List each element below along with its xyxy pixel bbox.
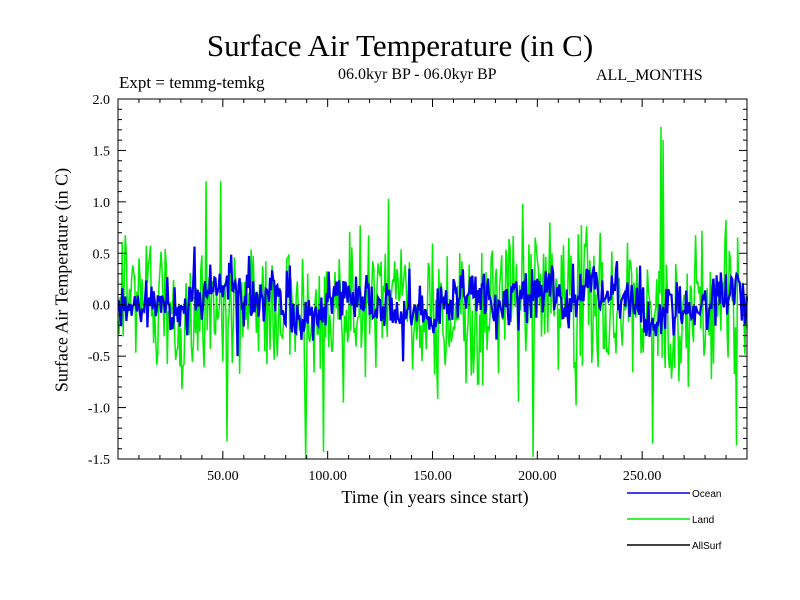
legend-label-ocean: Ocean: [692, 489, 721, 500]
x-tick-label: 100.00: [308, 469, 347, 484]
experiment-label: Expt = temmg-temkg: [119, 73, 265, 92]
months-label: ALL_MONTHS: [596, 67, 703, 84]
y-tick-label: 2.0: [93, 93, 111, 108]
x-tick-label: 200.00: [518, 469, 557, 484]
y-tick-label: -0.5: [88, 350, 110, 365]
tick-labels: 50.00 100.00 150.00 200.00 250.00 -1.5 -1.0 -0.…: [88, 93, 662, 484]
y-tick-label: 0.5: [93, 247, 111, 262]
y-tick-label: -1.0: [88, 402, 110, 417]
legend-label-land: Land: [692, 515, 714, 526]
y-tick-label: 1.5: [93, 144, 111, 159]
x-tick-label: 50.00: [207, 469, 239, 484]
x-tick-label: 250.00: [623, 469, 662, 484]
tick-marks: [118, 98, 747, 460]
x-axis-label: Time (in years since start): [341, 487, 529, 507]
series-line-land: [117, 126, 748, 460]
legend-label-allsurf: AllSurf: [692, 541, 722, 552]
period-label: 06.0kyr BP - 06.0kyr BP: [338, 66, 497, 83]
series-line-ocean: [117, 246, 749, 362]
y-tick-label: 0.0: [93, 299, 111, 314]
x-tick-label: 150.00: [413, 469, 452, 484]
plot-lines: [117, 126, 749, 460]
y-tick-label: -1.5: [88, 453, 110, 468]
chart-title: Surface Air Temperature (in C): [206, 28, 594, 63]
legend: Ocean Land AllSurf: [627, 489, 722, 552]
y-tick-label: 1.0: [93, 196, 111, 211]
